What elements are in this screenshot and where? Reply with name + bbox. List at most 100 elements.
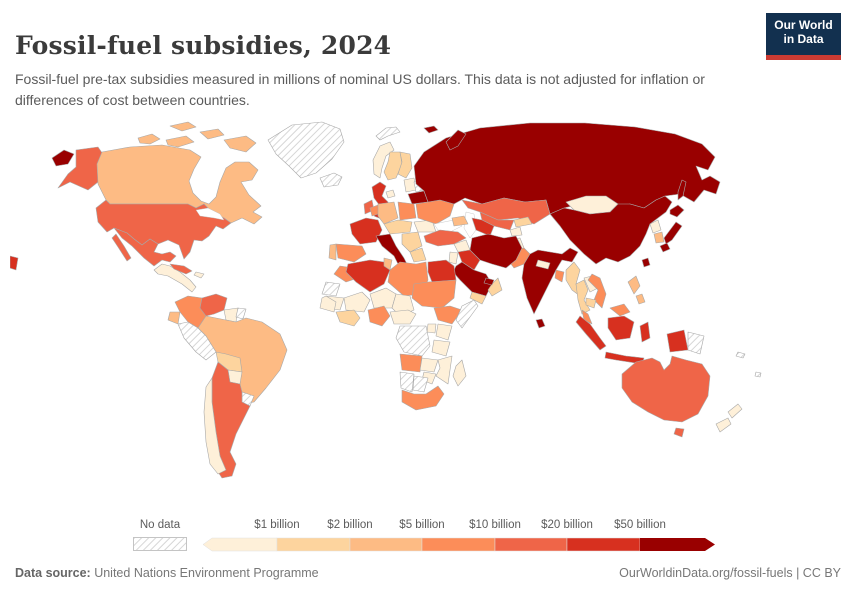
country-turkmenistan[interactable] [471,217,495,237]
country-mozambique[interactable] [435,355,453,385]
country-cambodia[interactable] [585,297,597,309]
country-somalia[interactable] [455,299,479,329]
legend-seg-5[interactable] [494,537,568,552]
legend-no-data-swatch[interactable] [133,537,187,551]
country-sweden[interactable] [383,151,403,181]
country-australia[interactable] [621,355,711,423]
country-central-america[interactable] [153,263,197,293]
country-tanzania[interactable] [431,339,451,357]
country-russia-sakhalin[interactable] [677,179,687,201]
country-caucasus[interactable] [451,215,469,227]
legend-seg-2[interactable] [276,537,351,552]
owid-logo[interactable]: Our World in Data [766,13,841,60]
country-yemen[interactable] [469,291,487,305]
country-malaysia-borneo[interactable] [609,303,631,317]
country-asia-left-sliver[interactable] [10,255,19,271]
country-tajikistan[interactable] [509,226,523,237]
country-israel-jordan[interactable] [448,251,459,265]
country-uganda[interactable] [426,323,437,334]
country-taiwan[interactable] [641,257,651,268]
country-algeria[interactable] [345,259,391,293]
country-sudan[interactable] [411,279,457,309]
country-ghana-ivory[interactable] [335,309,361,327]
country-greece[interactable] [409,247,427,263]
country-angola[interactable] [399,353,423,373]
country-mexico-baja[interactable] [111,233,132,262]
country-venezuela[interactable] [199,293,228,317]
country-denmark[interactable] [385,189,396,199]
country-papua-new-guinea[interactable] [687,331,705,355]
legend-seg-6[interactable] [566,537,641,552]
country-mexico[interactable] [113,227,177,267]
country-india[interactable] [521,247,579,315]
country-philippines[interactable] [635,293,646,305]
country-cuba[interactable] [169,263,193,275]
country-chile[interactable] [203,377,227,475]
country-baltics[interactable] [403,177,417,193]
country-iraq[interactable] [457,249,481,271]
country-ecuador[interactable] [167,311,181,325]
country-senegal-guinea[interactable] [319,295,337,313]
country-japan-kyushu[interactable] [659,242,671,253]
country-canada-arctic[interactable] [223,135,257,153]
country-greenland[interactable] [267,121,345,179]
legend-seg-4[interactable] [421,537,496,552]
country-sri-lanka[interactable] [535,318,546,329]
footer-link[interactable]: OurWorldinData.org/fossil-fuels | CC BY [619,566,841,580]
legend-seg-3[interactable] [349,537,423,552]
country-madagascar[interactable] [452,359,467,387]
country-new-zealand-south[interactable] [715,417,732,433]
country-finland[interactable] [397,151,413,179]
country-indonesia-kalimantan[interactable] [607,315,635,341]
country-norway[interactable] [372,141,395,179]
legend-label-20b[interactable]: $20 billion [541,519,593,531]
country-dr-congo[interactable] [395,325,431,357]
legend-label-5b[interactable]: $5 billion [399,519,445,531]
legend-label-10b[interactable]: $10 billion [469,519,521,531]
country-fiji[interactable] [754,371,762,378]
country-balkans[interactable] [401,231,423,253]
country-canada-arctic[interactable] [137,133,161,145]
country-uae-qatar[interactable] [483,277,495,286]
country-poland[interactable] [397,201,417,221]
country-hispaniola[interactable] [193,271,205,279]
country-russia-novaya-zemlya[interactable] [445,129,467,151]
country-iceland[interactable] [319,172,343,188]
country-bangladesh[interactable] [554,269,565,283]
country-niger[interactable] [369,287,397,309]
country-western-sahara[interactable] [321,281,341,297]
country-egypt[interactable] [427,259,457,283]
country-russia-islet[interactable] [423,125,439,134]
country-south-korea[interactable] [653,231,665,244]
country-kenya[interactable] [435,323,453,341]
country-portugal[interactable] [328,243,337,261]
country-china[interactable] [549,195,673,265]
country-france[interactable] [349,217,383,245]
country-czech-austria[interactable] [383,219,413,235]
country-malaysia-peninsula[interactable] [581,309,593,325]
country-kyrgyzstan[interactable] [513,216,533,228]
country-french-guiana[interactable] [235,307,247,320]
country-namibia[interactable] [399,371,415,393]
country-japan-honshu[interactable] [663,221,683,245]
country-japan-hokkaido[interactable] [669,204,685,218]
country-russia-chukotka[interactable] [51,149,75,167]
country-vietnam[interactable] [587,273,607,309]
country-north-korea[interactable] [649,219,662,234]
country-canada-arctic[interactable] [165,135,195,148]
country-nigeria[interactable] [367,305,391,327]
country-new-zealand-north[interactable] [727,403,743,419]
country-mali[interactable] [343,291,371,313]
country-indonesia-sulawesi[interactable] [639,321,651,343]
country-cameroon-car[interactable] [389,309,417,325]
country-nepal[interactable] [535,259,551,270]
country-indonesia-papua[interactable] [666,329,689,353]
country-south-africa[interactable] [401,385,445,411]
country-germany[interactable] [377,201,399,225]
country-spain[interactable] [335,243,367,263]
legend-label-2b[interactable]: $2 billion [327,519,373,531]
country-svalbard[interactable] [375,126,401,141]
country-canada-arctic[interactable] [169,121,197,132]
country-iran[interactable] [469,233,523,269]
legend-seg-1[interactable] [202,537,278,552]
